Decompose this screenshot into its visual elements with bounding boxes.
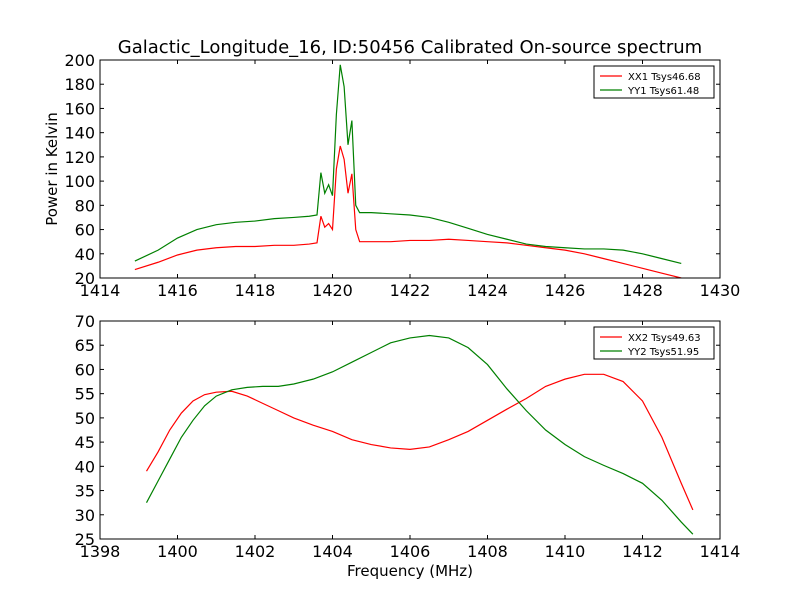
series-line-1 xyxy=(134,145,682,278)
y-tick-label: 20 xyxy=(75,269,95,288)
y-tick-label: 30 xyxy=(75,506,95,525)
y-tick-label: 55 xyxy=(75,385,95,404)
x-tick-label: 1430 xyxy=(700,281,741,300)
legend-label-2: YY1 Tsys61.48 xyxy=(627,86,699,97)
series-line-2 xyxy=(145,334,694,535)
legend: XX2 Tsys49.63 YY2 Tsys51.95 xyxy=(593,326,715,360)
x-tick-label: 1400 xyxy=(157,542,198,561)
x-tick-label: 1402 xyxy=(235,542,276,561)
legend: XX1 Tsys46.68 YY1 Tsys61.48 xyxy=(593,65,715,99)
x-tick-label: 1414 xyxy=(80,281,121,300)
y-tick-label: 50 xyxy=(75,409,95,428)
x-tick-label: 1422 xyxy=(390,281,431,300)
y-tick-label: 180 xyxy=(64,75,95,94)
legend-label-1: XX2 Tsys49.63 xyxy=(628,333,701,344)
y-tick-label: 40 xyxy=(75,457,95,476)
x-tick-label: 1414 xyxy=(700,542,741,561)
y-tick-label: 35 xyxy=(75,482,95,501)
x-tick-label: 1418 xyxy=(235,281,276,300)
x-tick-label: 1410 xyxy=(545,542,586,561)
y-tick-label: 40 xyxy=(75,245,95,264)
x-tick-label: 1408 xyxy=(467,542,508,561)
x-tick-label: 1428 xyxy=(622,281,663,300)
y-tick-label: 70 xyxy=(75,312,95,331)
y-tick-label: 80 xyxy=(75,196,95,215)
legend-box xyxy=(593,326,715,360)
figure-title: Galactic_Longitude_16, ID:50456 Calibrat… xyxy=(118,37,702,58)
x-tick-label: 1420 xyxy=(312,281,353,300)
y-tick-label: 65 xyxy=(75,336,95,355)
series-line-1 xyxy=(145,373,694,511)
legend-label-1: XX1 Tsys46.68 xyxy=(628,72,701,83)
series-line-2 xyxy=(134,64,682,265)
y-tick-label: 200 xyxy=(64,51,95,70)
x-axis-label: Frequency (MHz) xyxy=(347,562,473,580)
x-tick-label: 1412 xyxy=(622,542,663,561)
x-tick-label: 1406 xyxy=(390,542,431,561)
x-tick-label: 1398 xyxy=(80,542,121,561)
y-tick-label: 140 xyxy=(64,124,95,143)
y-axis-label: Power in Kelvin xyxy=(43,112,61,226)
bottom-chart: 1398 1400 1402 1404 1406 1408 1410 1412 1414 25 30… xyxy=(75,312,741,580)
x-tick-label: 1424 xyxy=(467,281,508,300)
y-tick-label: 25 xyxy=(75,530,95,549)
y-tick-label: 45 xyxy=(75,433,95,452)
y-tick-label: 100 xyxy=(64,172,95,191)
x-tick-label: 1416 xyxy=(157,281,198,300)
top-chart: 1414 1416 1418 1420 1422 1424 1426 1428 1430 20 40… xyxy=(43,51,740,300)
y-tick-label: 60 xyxy=(75,221,95,240)
legend-label-2: YY2 Tsys51.95 xyxy=(627,347,699,358)
y-tick-label: 160 xyxy=(64,99,95,118)
y-tick-label: 60 xyxy=(75,360,95,379)
x-tick-label: 1426 xyxy=(545,281,586,300)
x-tick-label: 1404 xyxy=(312,542,353,561)
y-tick-label: 120 xyxy=(64,148,95,167)
legend-box xyxy=(593,65,715,99)
